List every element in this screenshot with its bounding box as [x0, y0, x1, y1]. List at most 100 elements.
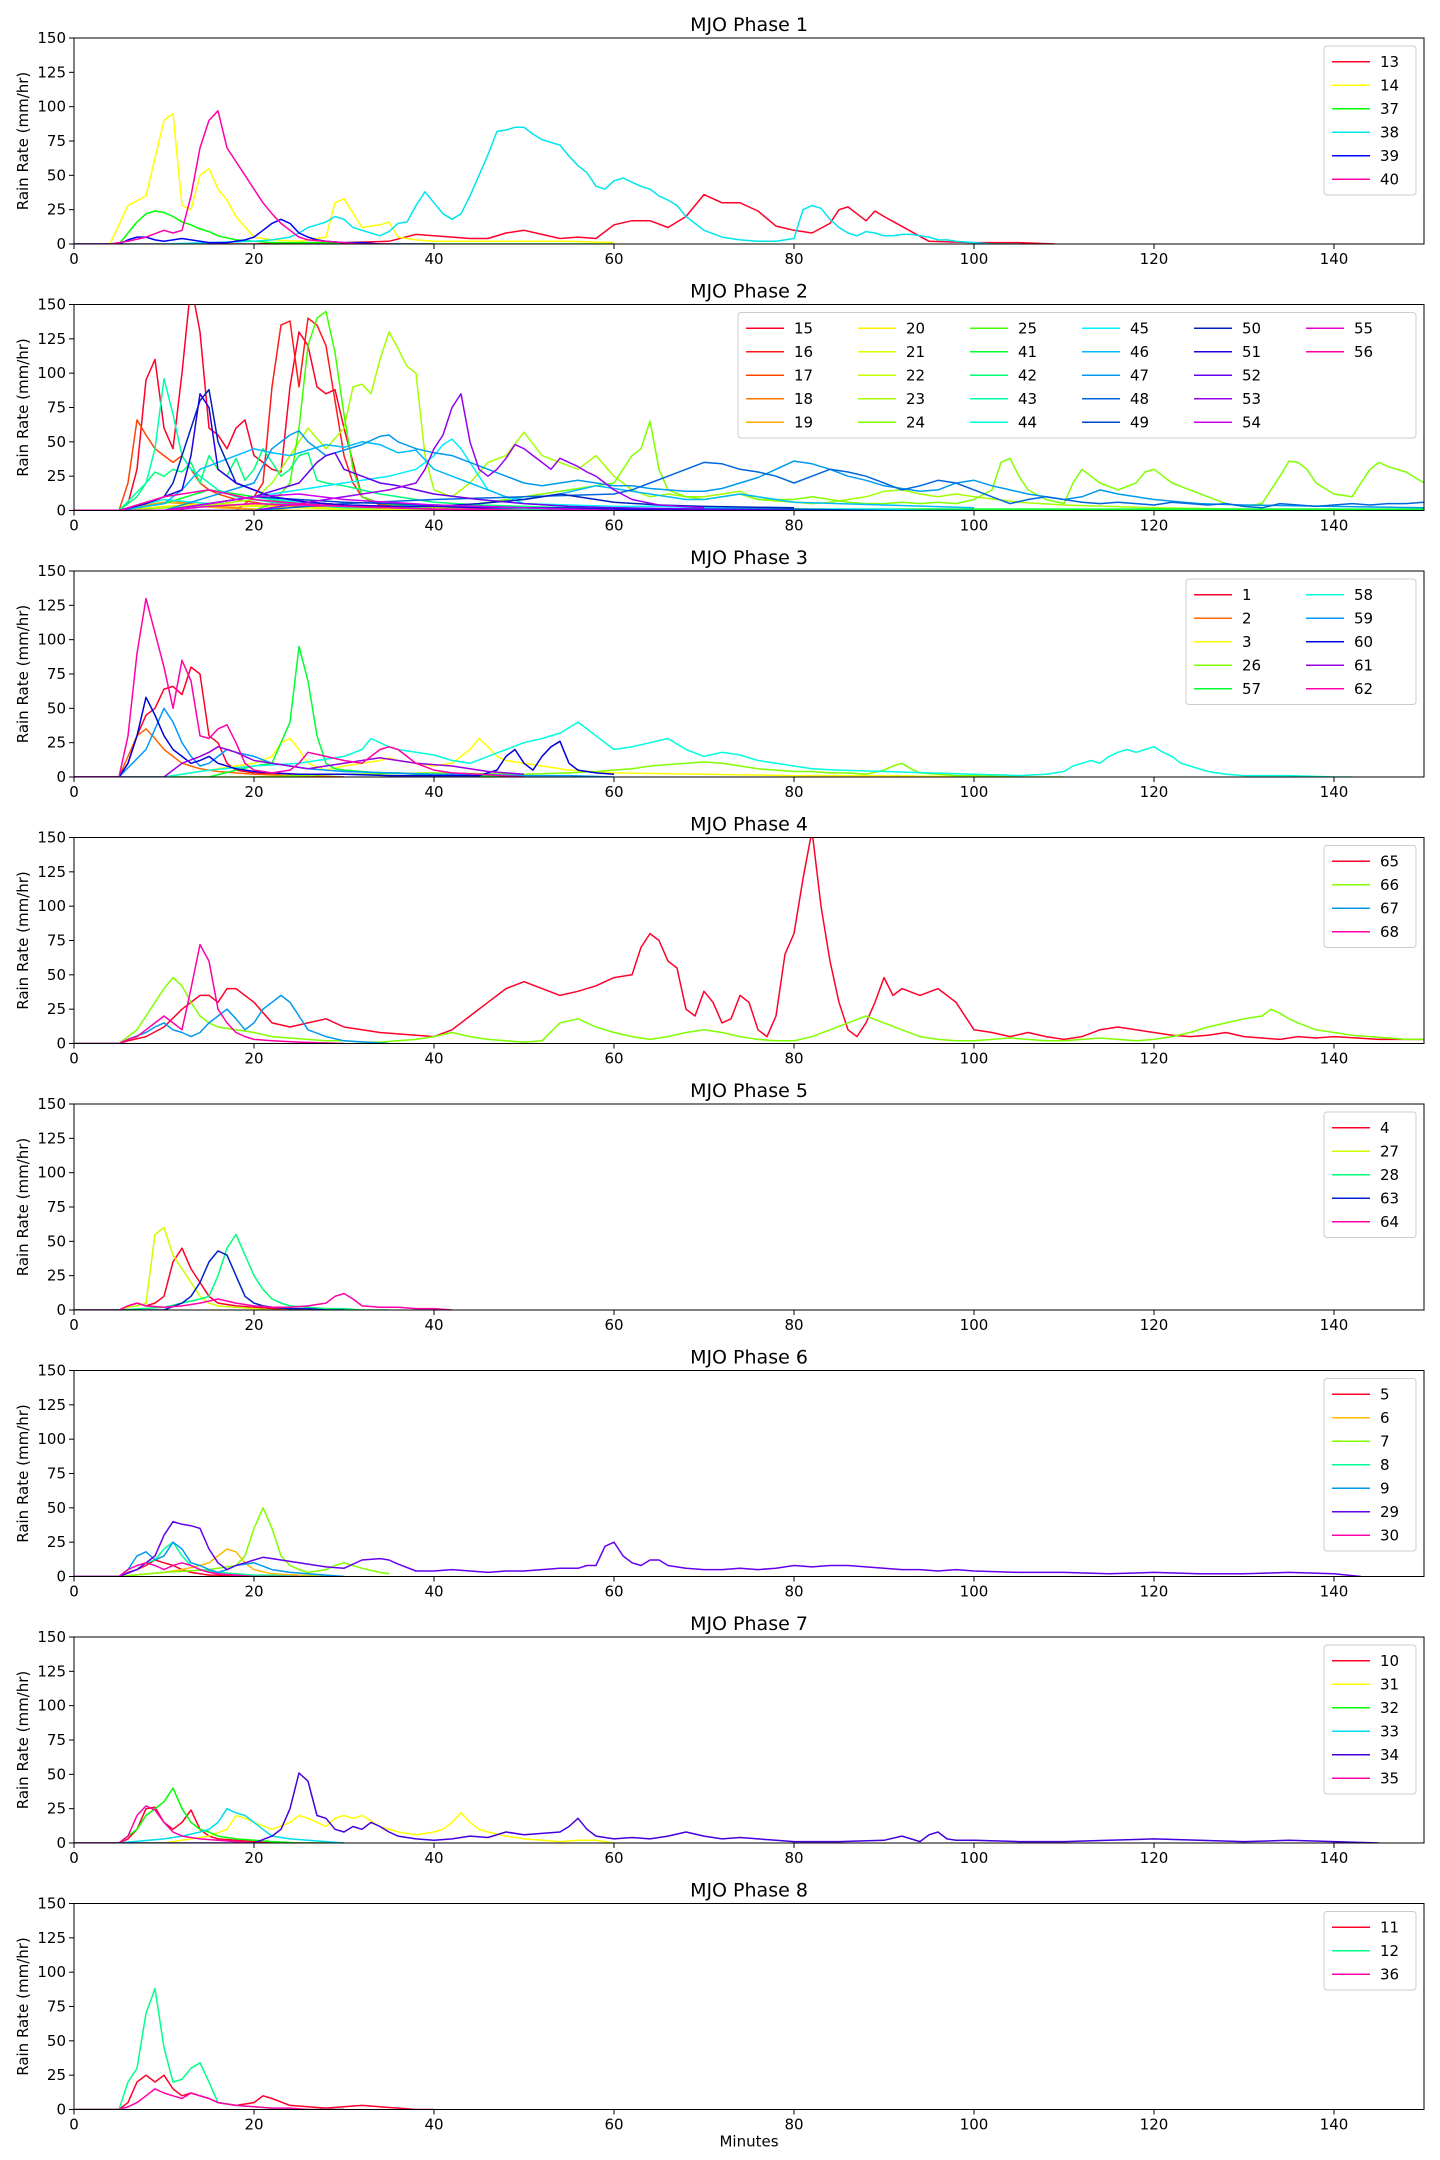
legend-label: 47: [1130, 366, 1149, 384]
chart-title: MJO Phase 5: [690, 1080, 808, 1102]
series-line-35: [74, 1805, 255, 1843]
legend-label: 46: [1130, 343, 1149, 361]
legend-label: 16: [794, 343, 813, 361]
legend-label: 53: [1242, 390, 1261, 408]
y-tick-label: 125: [37, 863, 66, 881]
y-tick-label: 50: [47, 2032, 66, 2050]
series-line-27: [74, 1226, 299, 1310]
axes-frame: [73, 1636, 1425, 1844]
legend-label: 37: [1380, 100, 1399, 118]
x-tick-label: 0: [69, 783, 79, 801]
chart-title: MJO Phase 3: [690, 547, 808, 569]
x-tick-label: 80: [784, 1583, 803, 1601]
legend-label: 5: [1380, 1385, 1390, 1403]
subplot-phase-4: 0 20 40 60 80 100 120 140 0 25 50 75 100 125 150 MJO Ph…: [14, 814, 1425, 1068]
legend-label: 67: [1380, 899, 1399, 917]
legend-label: 55: [1354, 319, 1373, 337]
x-tick-label: 60: [604, 250, 623, 268]
subplot-phase-1: 0 20 40 60 80 100 120 140 0 25 50 75 100 125 150 MJO Ph…: [14, 14, 1425, 268]
x-tick-label: 40: [424, 1849, 443, 1867]
series-line-16: [74, 317, 705, 511]
x-tick-label: 20: [244, 1316, 263, 1334]
legend-label: 17: [794, 366, 813, 384]
y-tick-label: 75: [47, 1198, 66, 1216]
legend-label: 21: [906, 343, 925, 361]
y-tick-label: 150: [37, 296, 66, 314]
y-axis-label: Rain Rate (mm/hr): [14, 338, 32, 477]
legend-label: 3: [1242, 633, 1252, 651]
legend-label: 65: [1380, 852, 1399, 870]
legend-label: 40: [1380, 170, 1399, 188]
y-tick-label: 125: [37, 1129, 66, 1147]
x-tick-label: 100: [960, 2116, 989, 2134]
x-tick-label: 0: [69, 250, 79, 268]
legend-label: 66: [1380, 876, 1399, 894]
x-tick-label: 80: [784, 250, 803, 268]
y-tick-label: 75: [47, 932, 66, 950]
y-tick-label: 50: [47, 966, 66, 984]
legend-label: 20: [906, 319, 925, 337]
series-line-51: [74, 393, 705, 511]
x-tick-label: 40: [424, 1316, 443, 1334]
x-tick-label: 120: [1140, 1583, 1169, 1601]
axes-frame: [73, 1903, 1425, 2110]
x-tick-label: 100: [960, 1849, 989, 1867]
x-tick-label: 100: [960, 517, 989, 535]
legend-label: 13: [1380, 53, 1399, 71]
legend: 10 31 32 33 34 35: [1323, 1644, 1417, 1795]
y-tick-label: 25: [47, 467, 66, 485]
series-line-39: [74, 218, 434, 244]
x-tick-label: 140: [1320, 517, 1349, 535]
series-line-11: [74, 2074, 434, 2110]
y-tick-label: 150: [37, 1895, 66, 1913]
legend-label: 8: [1380, 1456, 1390, 1474]
series-line-2: [74, 728, 345, 777]
x-tick-label: 20: [244, 250, 263, 268]
x-tick-label: 140: [1320, 783, 1349, 801]
axes-frame: [73, 837, 1425, 1044]
x-tick-label: 40: [424, 250, 443, 268]
legend-label: 29: [1380, 1503, 1399, 1521]
x-tick-label: 40: [424, 1583, 443, 1601]
legend-label: 49: [1130, 413, 1149, 431]
legend-label: 25: [1018, 319, 1037, 337]
legend-label: 22: [906, 366, 925, 384]
series-line-10: [74, 1806, 344, 1843]
legend-label: 61: [1354, 656, 1373, 674]
x-tick-label: 60: [604, 1050, 623, 1068]
series-line-66: [74, 976, 1424, 1044]
x-tick-label: 120: [1140, 250, 1169, 268]
x-tick-label: 80: [784, 2116, 803, 2134]
y-tick-label: 75: [47, 1998, 66, 2016]
y-tick-label: 25: [47, 1800, 66, 1818]
subplot-phase-2: 0 20 40 60 80 100 120 140 0 25 50 75 100 125 150 MJO Ph…: [14, 281, 1425, 535]
x-tick-label: 120: [1140, 517, 1169, 535]
legend-label: 44: [1018, 413, 1037, 431]
series-line-28: [74, 1233, 389, 1310]
series-line-29: [74, 1520, 1362, 1577]
x-tick-label: 120: [1140, 2116, 1169, 2134]
x-tick-label: 60: [604, 783, 623, 801]
x-tick-label: 0: [69, 1316, 79, 1334]
series-line-33: [74, 1807, 345, 1843]
legend-label: 41: [1018, 343, 1037, 361]
y-tick-label: 75: [47, 1465, 66, 1483]
x-tick-label: 140: [1320, 1583, 1349, 1601]
x-tick-label: 80: [784, 783, 803, 801]
series-line-58: [74, 721, 1352, 777]
series-line-52: [74, 452, 795, 511]
y-tick-label: 25: [47, 1267, 66, 1285]
legend-box: [737, 312, 1417, 439]
y-tick-label: 100: [37, 364, 66, 382]
chart-title: MJO Phase 4: [690, 814, 808, 836]
chart-title: MJO Phase 6: [690, 1347, 808, 1369]
legend-label: 24: [906, 413, 925, 431]
y-tick-label: 0: [56, 1834, 66, 1852]
series-line-32: [74, 1787, 344, 1843]
series-line-65: [74, 837, 1424, 1044]
y-tick-label: 50: [47, 1499, 66, 1517]
y-tick-label: 50: [47, 699, 66, 717]
legend-label: 26: [1242, 656, 1261, 674]
legend-box: [1323, 1644, 1417, 1795]
